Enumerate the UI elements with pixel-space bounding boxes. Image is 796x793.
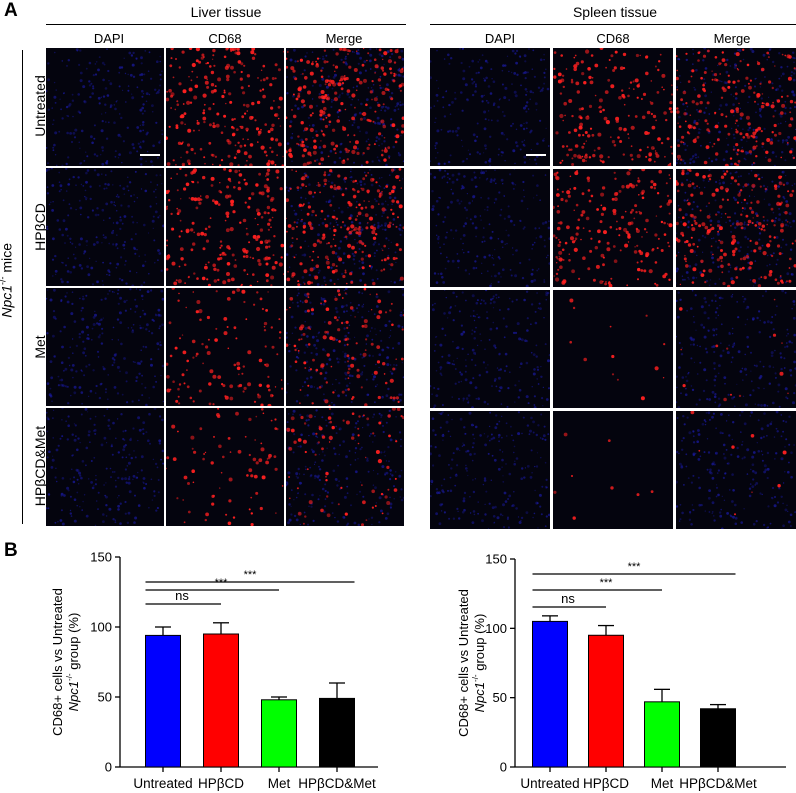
spleen-col-merge: Merge — [713, 31, 751, 46]
spleen-chart-ytick-label-3: 150 — [485, 552, 507, 567]
spleen-bar-chart: 0 50 100 150 CD68+ cells vs Untreated Npc1-/-… — [456, 552, 786, 791]
spleen-scale-bar — [526, 154, 546, 156]
spleen-micrograph-dapi-3 — [430, 290, 550, 408]
liver-col-dapi: DAPI — [93, 31, 125, 46]
spleen-col-cd68: CD68 — [596, 31, 630, 46]
liver-micrograph-grid — [46, 48, 406, 526]
spleen-micrograph-cd68-4 — [553, 411, 673, 529]
spleen-chart-ylabel-line2: Npc1-/- group (%) — [471, 614, 487, 713]
spleen-micrograph-cd68-1 — [553, 48, 673, 166]
spleen-title-rule — [430, 24, 796, 25]
liver-micrograph-cd68-3 — [166, 288, 284, 406]
spleen-micrograph-dapi-1 — [430, 48, 550, 166]
group-label: Npc1-/- mice — [0, 243, 15, 318]
spleen-chart-comparison-label-2: *** — [628, 561, 642, 573]
liver-chart-xtick-label-0: Untreated — [133, 776, 192, 791]
liver-micrograph-dapi-2 — [46, 168, 164, 286]
liver-bar-chart: 0 50 100 150 CD68+ cells vs Untreated Npc1-/-… — [50, 550, 378, 791]
spleen-chart-bar-3 — [700, 708, 736, 768]
liver-micrograph-merge-2 — [286, 168, 404, 286]
liver-micrograph-dapi-4 — [46, 408, 164, 526]
group-vertical-rule — [22, 50, 23, 524]
spleen-micrograph-merge-1 — [676, 48, 796, 166]
liver-chart-bar-2 — [261, 699, 297, 768]
liver-chart-ylabel-line1: CD68+ cells vs Untreated — [50, 588, 65, 736]
liver-micrograph-dapi-3 — [46, 288, 164, 406]
liver-micrograph-dapi-1 — [46, 48, 164, 166]
liver-col-cd68: CD68 — [208, 31, 242, 46]
liver-micrograph-cd68-4 — [166, 408, 284, 526]
liver-chart-bar-1 — [203, 633, 239, 768]
liver-chart-xtick-label-1: HPβCD — [198, 776, 244, 791]
liver-micrograph-merge-4 — [286, 408, 404, 526]
liver-scale-bar — [140, 154, 160, 156]
liver-chart-comparison-label-1: *** — [215, 577, 229, 589]
liver-chart-comparison-label-0: ns — [175, 588, 189, 603]
spleen-col-dapi: DAPI — [484, 31, 516, 46]
spleen-chart-ytick-label-2: 100 — [485, 621, 507, 636]
spleen-chart-bar-0 — [532, 620, 568, 768]
spleen-micrograph-merge-2 — [676, 169, 796, 287]
spleen-chart-ylabel-line1: CD68+ cells vs Untreated — [456, 589, 471, 737]
liver-chart-comparison-label-2: *** — [244, 569, 258, 581]
panel-b-letter: B — [4, 540, 18, 561]
spleen-micrograph-merge-4 — [676, 411, 796, 529]
spleen-micrograph-cd68-3 — [553, 290, 673, 408]
liver-chart-ytick-label-2: 100 — [90, 620, 112, 635]
liver-micrograph-merge-1 — [286, 48, 404, 166]
liver-micrograph-cd68-2 — [166, 168, 284, 286]
liver-chart-ytick-label-0: 0 — [105, 760, 112, 775]
spleen-chart-bar-1 — [588, 634, 624, 768]
liver-col-merge: Merge — [325, 31, 363, 46]
spleen-chart-comparison-label-0: ns — [561, 591, 575, 606]
spleen-chart-xtick-label-2: Met — [651, 776, 674, 791]
liver-chart-ytick-label-3: 150 — [90, 550, 112, 565]
spleen-chart-ytick-label-1: 50 — [493, 690, 507, 705]
spleen-tissue-title: Spleen tissue — [572, 4, 658, 20]
liver-chart-bar-3 — [319, 697, 355, 768]
liver-chart-ytick-label-1: 50 — [98, 690, 112, 705]
liver-tissue-title: Liver tissue — [190, 4, 262, 20]
liver-chart-bar-0 — [145, 634, 181, 768]
liver-chart-xtick-label-3: HPβCD&Met — [298, 776, 376, 791]
liver-micrograph-merge-3 — [286, 288, 404, 406]
liver-title-rule — [46, 24, 406, 25]
liver-micrograph-cd68-1 — [166, 48, 284, 166]
liver-chart-xtick-label-2: Met — [268, 776, 291, 791]
spleen-micrograph-merge-3 — [676, 290, 796, 408]
spleen-chart-xtick-label-3: HPβCD&Met — [679, 776, 757, 791]
spleen-micrograph-grid — [430, 48, 796, 529]
liver-chart-ylabel-line2: Npc1-/- group (%) — [65, 613, 81, 712]
spleen-chart-comparison-label-1: *** — [600, 577, 614, 589]
spleen-chart-xtick-label-0: Untreated — [520, 776, 579, 791]
spleen-chart-ytick-label-0: 0 — [500, 760, 507, 775]
spleen-micrograph-cd68-2 — [553, 169, 673, 287]
panel-a-letter: A — [4, 0, 18, 21]
spleen-micrograph-dapi-4 — [430, 411, 550, 529]
spleen-chart-bar-2 — [644, 701, 680, 768]
spleen-micrograph-dapi-2 — [430, 169, 550, 287]
spleen-chart-xtick-label-1: HPβCD — [583, 776, 629, 791]
